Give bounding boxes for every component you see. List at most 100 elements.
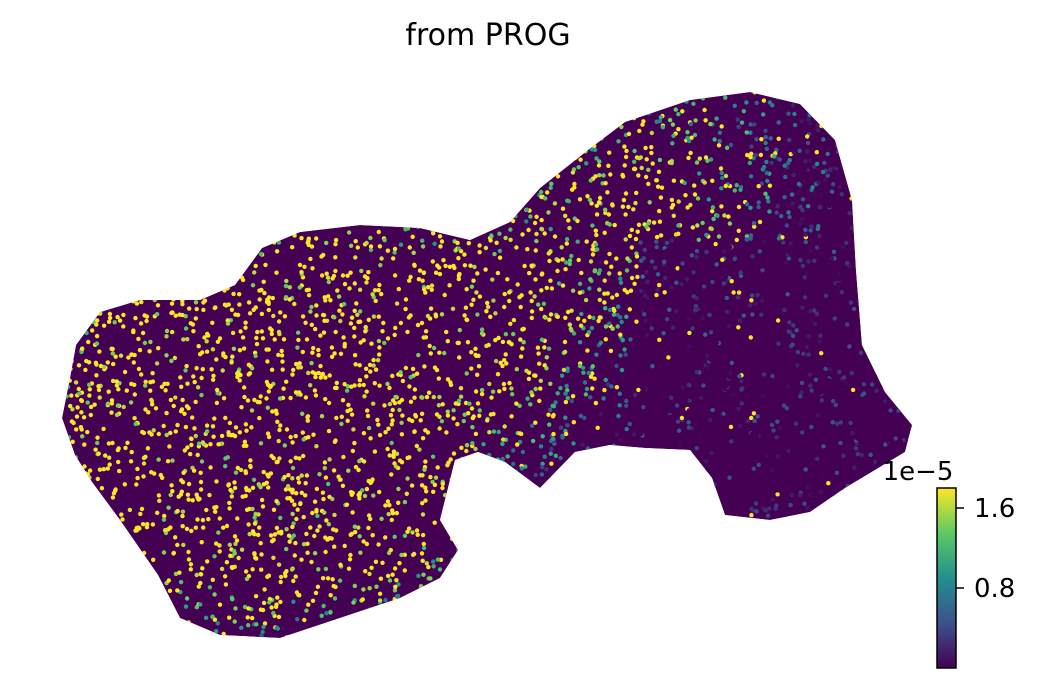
scatter-point bbox=[63, 586, 69, 591]
scatter-point bbox=[501, 560, 506, 566]
scatter-point bbox=[873, 586, 878, 591]
scatter-point bbox=[513, 213, 518, 219]
scatter-point bbox=[683, 92, 688, 96]
scatter-point bbox=[299, 269, 304, 275]
scatter-point bbox=[560, 435, 565, 440]
scatter-point bbox=[507, 290, 512, 295]
scatter-point bbox=[117, 101, 122, 106]
scatter-point bbox=[840, 580, 845, 585]
scatter-point bbox=[559, 613, 564, 619]
scatter-point bbox=[656, 169, 662, 174]
scatter-point bbox=[547, 97, 553, 103]
scatter-point bbox=[410, 140, 415, 145]
scatter-point bbox=[185, 108, 190, 114]
scatter-point bbox=[752, 593, 757, 598]
scatter-point bbox=[685, 205, 690, 210]
scatter-point bbox=[494, 92, 500, 97]
scatter-point bbox=[724, 145, 730, 150]
scatter-point bbox=[204, 275, 210, 280]
scatter-point bbox=[105, 401, 111, 406]
scatter-point bbox=[62, 194, 66, 200]
scatter-point bbox=[462, 252, 467, 257]
scatter-point bbox=[529, 263, 534, 268]
scatter-point bbox=[498, 518, 503, 524]
scatter-point bbox=[628, 92, 633, 96]
scatter-point bbox=[345, 273, 350, 278]
scatter-point bbox=[590, 247, 595, 252]
scatter-point bbox=[434, 632, 440, 637]
scatter-point bbox=[899, 364, 905, 369]
scatter-point bbox=[421, 541, 426, 547]
scatter-point bbox=[230, 185, 235, 190]
scatter-point bbox=[63, 208, 68, 213]
scatter-point bbox=[321, 158, 327, 163]
scatter-point bbox=[211, 373, 216, 378]
scatter-point bbox=[82, 442, 87, 447]
scatter-point bbox=[261, 469, 266, 475]
scatter-point bbox=[647, 498, 653, 504]
scatter-point bbox=[141, 474, 146, 479]
scatter-point bbox=[783, 275, 788, 280]
scatter-point bbox=[787, 214, 792, 220]
scatter-point bbox=[680, 261, 685, 266]
scatter-point bbox=[799, 119, 805, 124]
scatter-point bbox=[67, 378, 72, 383]
scatter-point bbox=[368, 436, 373, 441]
scatter-point bbox=[539, 217, 544, 223]
scatter-point bbox=[332, 544, 337, 549]
scatter-point bbox=[251, 477, 257, 482]
scatter-point bbox=[812, 258, 817, 263]
scatter-point bbox=[563, 391, 568, 396]
scatter-point bbox=[233, 135, 239, 140]
scatter-point bbox=[590, 386, 595, 391]
scatter-point bbox=[834, 566, 839, 571]
scatter-point bbox=[529, 530, 534, 536]
scatter-point bbox=[907, 292, 912, 298]
scatter-point bbox=[768, 136, 773, 141]
scatter-point bbox=[246, 362, 251, 367]
scatter-point bbox=[613, 112, 619, 117]
scatter-point bbox=[594, 449, 599, 454]
scatter-point bbox=[478, 171, 483, 176]
scatter-point bbox=[232, 159, 237, 164]
scatter-point bbox=[301, 514, 306, 520]
scatter-point bbox=[371, 314, 377, 319]
scatter-point bbox=[232, 480, 237, 485]
scatter-point bbox=[368, 247, 374, 253]
scatter-point bbox=[369, 149, 374, 154]
scatter-point bbox=[368, 137, 374, 142]
scatter-point bbox=[96, 143, 101, 148]
scatter-point bbox=[311, 216, 316, 221]
scatter-point bbox=[870, 530, 875, 535]
scatter-point bbox=[865, 406, 870, 411]
scatter-point bbox=[211, 242, 216, 248]
scatter-point bbox=[833, 493, 839, 499]
scatter-point bbox=[392, 246, 398, 252]
scatter-point bbox=[88, 412, 94, 418]
scatter-point bbox=[200, 169, 206, 175]
scatter-point bbox=[103, 502, 109, 507]
scatter-point bbox=[275, 419, 280, 424]
scatter-point bbox=[542, 231, 547, 236]
scatter-point bbox=[731, 367, 736, 372]
scatter-point bbox=[821, 137, 826, 142]
scatter-point bbox=[563, 616, 568, 621]
scatter-point bbox=[852, 612, 858, 617]
scatter-point bbox=[138, 511, 143, 517]
scatter-point bbox=[532, 294, 537, 299]
scatter-point bbox=[232, 247, 237, 252]
scatter-point bbox=[264, 480, 269, 485]
scatter-point bbox=[223, 222, 228, 227]
scatter-point bbox=[173, 535, 178, 540]
scatter-point bbox=[291, 533, 296, 538]
scatter-point bbox=[86, 113, 91, 119]
scatter-point bbox=[800, 305, 805, 310]
scatter-point bbox=[582, 318, 587, 323]
scatter-point bbox=[376, 542, 381, 547]
scatter-point bbox=[850, 430, 855, 436]
scatter-point bbox=[724, 295, 729, 301]
scatter-point bbox=[875, 354, 880, 360]
scatter-point bbox=[511, 331, 516, 337]
scatter-point bbox=[431, 231, 436, 236]
scatter-point bbox=[787, 137, 792, 143]
